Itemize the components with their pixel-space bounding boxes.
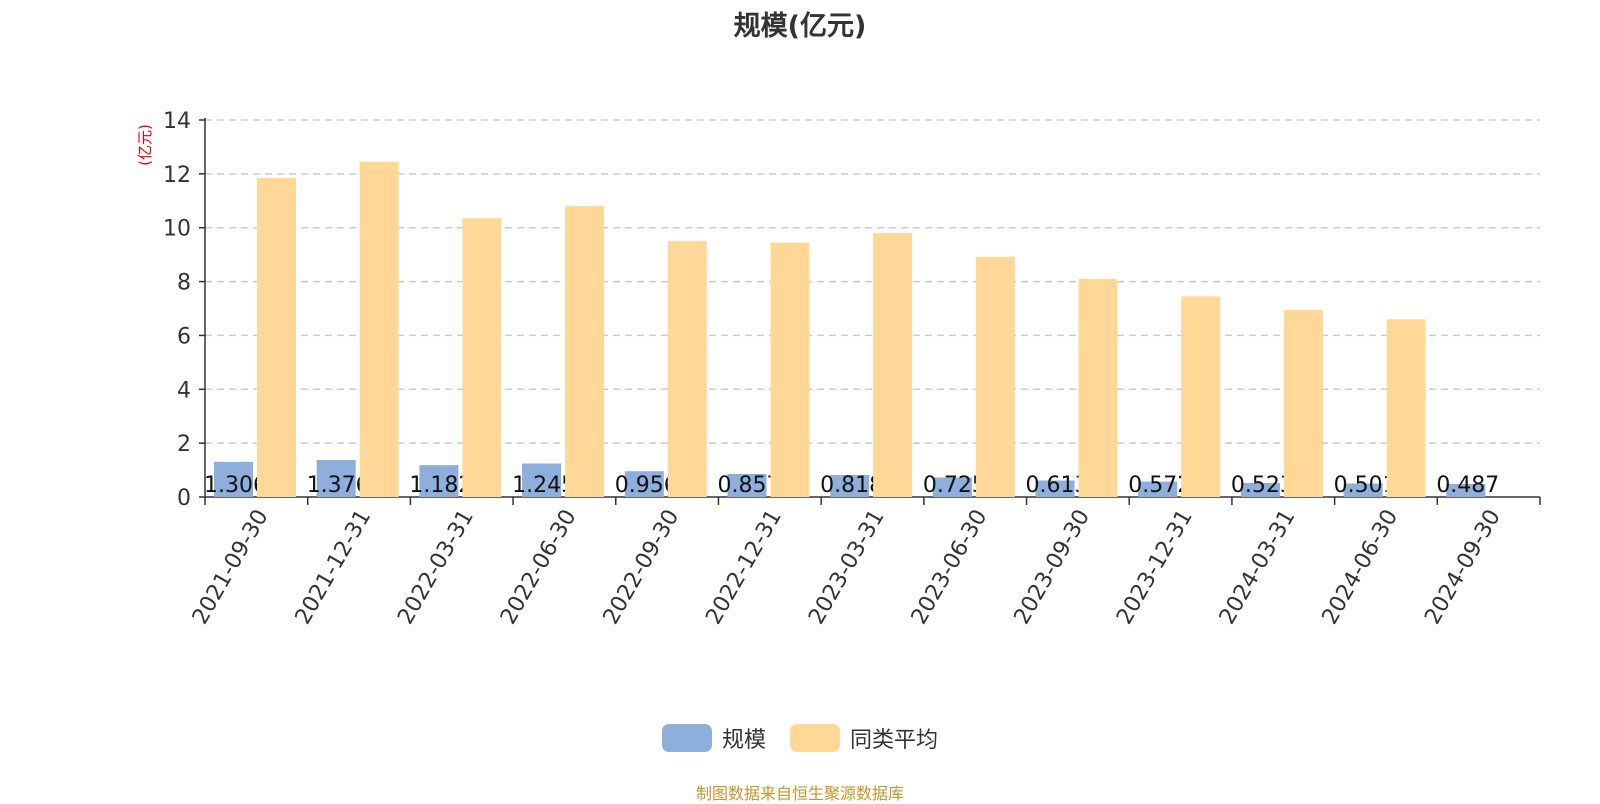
y-tick-label: 2 [177,432,191,457]
bar-peer-average [360,162,399,497]
y-tick-label: 14 [163,109,191,134]
legend: 规模 同类平均 [0,722,1600,754]
legend-item-scale[interactable]: 规模 [662,722,766,754]
bar-peer-average [462,218,501,497]
y-tick-label: 10 [163,217,191,242]
x-tick-label: 2022-09-30 [599,506,685,629]
bar-peer-average [1387,319,1426,497]
x-tick-label: 2021-12-31 [291,506,377,629]
x-tick-label: 2022-12-31 [701,506,787,629]
x-tick-label: 2024-03-31 [1215,506,1301,629]
bar-peer-average [257,178,296,497]
bar-peer-average [1284,310,1323,497]
data-label-scale: 0.487 [1436,473,1499,498]
x-tick-label: 2024-06-30 [1318,506,1404,629]
x-tick-label: 2023-09-30 [1010,506,1096,629]
x-tick-label: 2023-03-31 [804,506,890,629]
y-tick-label: 4 [177,378,191,403]
x-tick-label: 2022-06-30 [496,506,582,629]
y-tick-label: 6 [177,324,191,349]
bar-peer-average [873,233,912,497]
y-tick-label: 0 [177,486,191,511]
x-tick-label: 2022-03-31 [393,506,479,629]
legend-label-scale: 规模 [722,722,766,754]
legend-swatch-scale [662,724,712,752]
bar-peer-average [770,243,809,497]
bar-peer-average [668,241,707,497]
x-tick-label: 2023-06-30 [907,506,993,629]
bar-peer-average [565,206,604,497]
legend-item-peer-average[interactable]: 同类平均 [790,722,938,754]
bar-peer-average [976,257,1015,497]
legend-label-peer-average: 同类平均 [850,722,938,754]
x-tick-label: 2023-12-31 [1112,506,1198,629]
legend-swatch-peer-average [790,724,840,752]
bar-peer-average [1181,296,1220,497]
y-tick-label: 8 [177,271,191,296]
x-tick-label: 2021-09-30 [188,506,274,629]
y-axis-unit-label: (亿元) [136,124,154,166]
y-tick-label: 12 [163,163,191,188]
x-tick-label: 2024-09-30 [1420,506,1506,629]
source-note: 制图数据来自恒生聚源数据库 [0,780,1600,804]
bar-peer-average [1079,279,1118,497]
